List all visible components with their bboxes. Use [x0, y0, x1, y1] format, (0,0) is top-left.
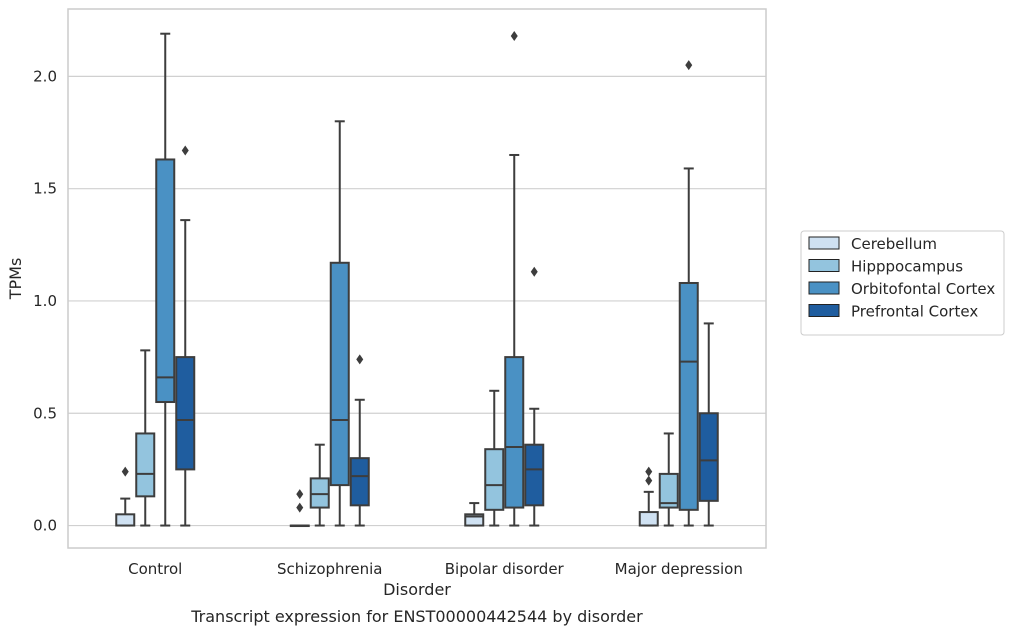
box-body	[678, 281, 699, 511]
y-tick-label: 1.0	[33, 292, 57, 310]
box-body	[135, 432, 156, 498]
legend-label: Cerebellum	[851, 235, 937, 253]
box-body	[698, 412, 719, 502]
legend-label: Orbitofontal Cortex	[851, 280, 995, 298]
x-axis-ticks: Control Schizophrenia Bipolar disorder Majo…	[128, 560, 743, 578]
legend-item: Orbitofontal Cortex	[808, 280, 995, 298]
y-axis-label: TPMs	[6, 258, 25, 301]
outlier-point	[181, 145, 189, 156]
box-hipppocampus	[309, 443, 330, 527]
box-body	[329, 261, 350, 487]
box-body	[115, 513, 136, 527]
chart-caption: Transcript expression for ENST0000044254…	[190, 607, 643, 626]
legend-item: Hipppocampus	[808, 258, 963, 276]
legend: Cerebellum Hipppocampus Orbitofontal Corte…	[800, 230, 1005, 336]
box-cerebellum	[464, 502, 485, 527]
legend-label: Prefrontal Cortex	[851, 303, 978, 321]
box-hipppocampus	[135, 349, 156, 527]
box-body	[658, 472, 679, 509]
legend-label: Hipppocampus	[851, 258, 963, 276]
legend-swatch	[808, 236, 840, 250]
x-tick-label: Major depression	[615, 560, 743, 578]
box-orbitofontal-cortex	[678, 60, 699, 527]
box-body	[349, 457, 370, 507]
legend-item: Cerebellum	[808, 235, 937, 253]
y-tick-label: 0.5	[33, 404, 57, 422]
box-orbitofontal-cortex	[155, 32, 176, 527]
outlier-point	[356, 354, 364, 365]
box-body	[484, 448, 505, 511]
y-tick-label: 0.0	[33, 517, 57, 535]
box-body	[638, 511, 659, 527]
outlier-point	[530, 266, 538, 277]
outlier-point	[510, 30, 518, 41]
box-body	[155, 158, 176, 404]
legend-swatch	[808, 304, 840, 317]
legend-frame	[800, 230, 1005, 336]
x-axis-label: Disorder	[383, 580, 451, 599]
box-hipppocampus	[658, 432, 679, 527]
box-body	[309, 477, 330, 509]
legend-swatch	[808, 281, 840, 295]
outlier-point	[121, 466, 129, 477]
box-body	[464, 513, 485, 527]
box-body	[504, 356, 525, 509]
plot-frame	[67, 8, 767, 549]
x-tick-label: Schizophrenia	[277, 560, 382, 578]
box-prefrontal-cortex	[698, 322, 719, 527]
box-orbitofontal-cortex	[504, 30, 525, 527]
box-orbitofontal-cortex	[329, 120, 350, 527]
outlier-point	[645, 475, 653, 486]
outlier-point	[296, 502, 304, 513]
legend-swatch	[808, 259, 840, 272]
plot-area	[115, 30, 719, 528]
box-cerebellum	[638, 466, 659, 527]
box-hipppocampus	[484, 389, 505, 527]
outlier-point	[296, 489, 304, 500]
y-tick-label: 1.5	[33, 180, 57, 198]
box-body	[175, 356, 196, 471]
box-body	[524, 443, 545, 507]
box-cerebellum	[115, 466, 136, 527]
x-tick-label: Control	[128, 560, 182, 578]
x-tick-label: Bipolar disorder	[445, 560, 565, 578]
box-prefrontal-cortex	[524, 266, 545, 527]
y-axis-ticks: 0.0 0.5 1.0 1.5 2.0	[33, 67, 57, 534]
box-cerebellum	[289, 489, 310, 528]
outlier-point	[645, 466, 653, 477]
outlier-point	[685, 60, 693, 71]
box-prefrontal-cortex	[175, 145, 196, 527]
box-prefrontal-cortex	[349, 354, 370, 527]
legend-item: Prefrontal Cortex	[808, 303, 978, 321]
y-tick-label: 2.0	[33, 67, 57, 85]
